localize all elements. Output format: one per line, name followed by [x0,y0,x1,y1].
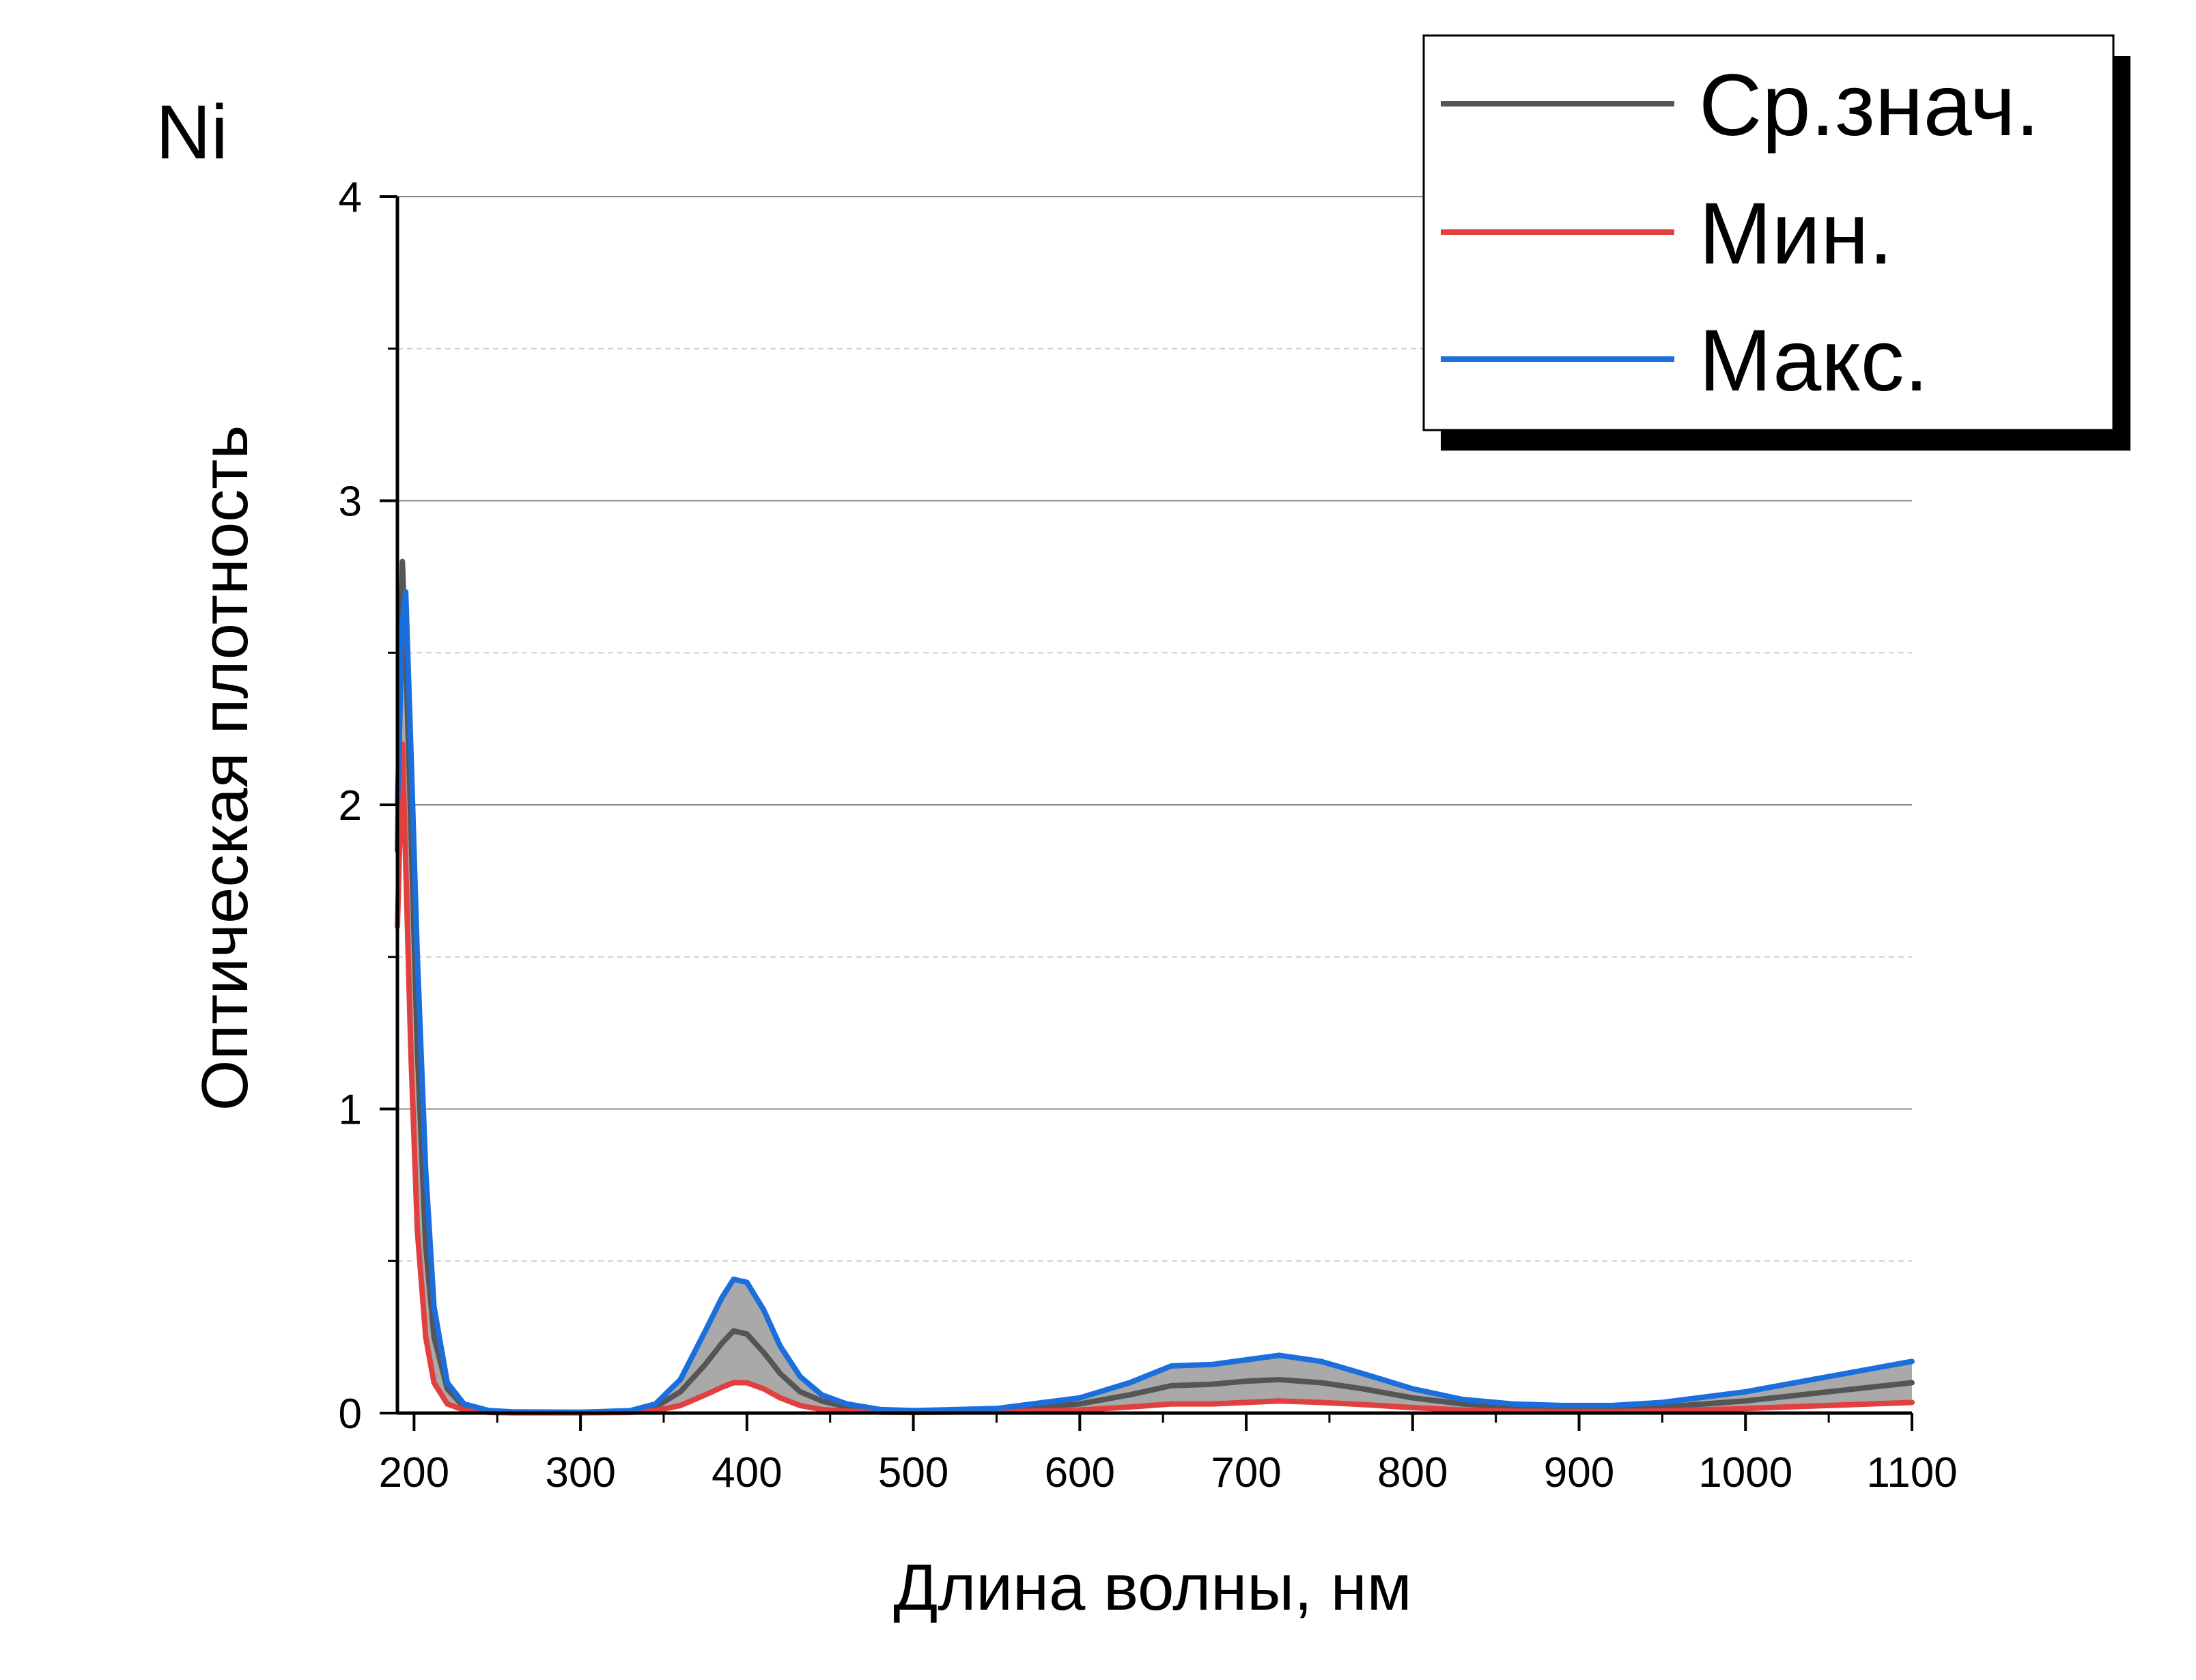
legend: Ср.знач. Мин. Макс. [1422,34,2130,451]
y-tick-label: 4 [339,174,362,221]
legend-items: Ср.знач. Мин. Макс. [1441,57,2040,410]
x-tick-label: 200 [379,1449,449,1496]
panel-label: Ni [156,89,228,175]
x-tick-label: 600 [1045,1449,1115,1496]
spread-band [397,592,1912,1413]
grid [397,196,1912,1262]
x-tick-label: 1100 [1866,1449,1957,1496]
y-tick-label: 0 [339,1391,362,1438]
y-tick-label: 2 [339,782,362,829]
y-tick-label: 1 [339,1087,362,1134]
legend-label-mean: Ср.знач. [1699,57,2040,154]
series-lines [395,558,1915,1416]
y-tick-label: 3 [339,479,362,526]
legend-label-max: Макс. [1699,312,1928,410]
tick-labels: 0 1 2 3 4 200 300 400 500 600 700 800 900 1000 1100 [339,174,1958,1496]
x-tick-label: 300 [545,1449,615,1496]
x-tick-label: 1000 [1698,1449,1792,1496]
spread-band-area [397,592,1912,1413]
x-tick-label: 700 [1211,1449,1281,1496]
x-tick-label: 900 [1544,1449,1614,1496]
series-line-mean [395,558,1915,1416]
axes [380,195,1913,1431]
x-axis-title: Длина волны, нм [893,1551,1411,1624]
x-tick-label: 500 [878,1449,948,1496]
x-tick-label: 800 [1377,1449,1448,1496]
x-tick-label: 400 [712,1449,782,1496]
series-line-max [395,589,1915,1415]
legend-label-min: Мин. [1699,185,1893,283]
series-line-min [395,741,1915,1416]
y-axis-title: Оптическая плотность [188,425,262,1111]
